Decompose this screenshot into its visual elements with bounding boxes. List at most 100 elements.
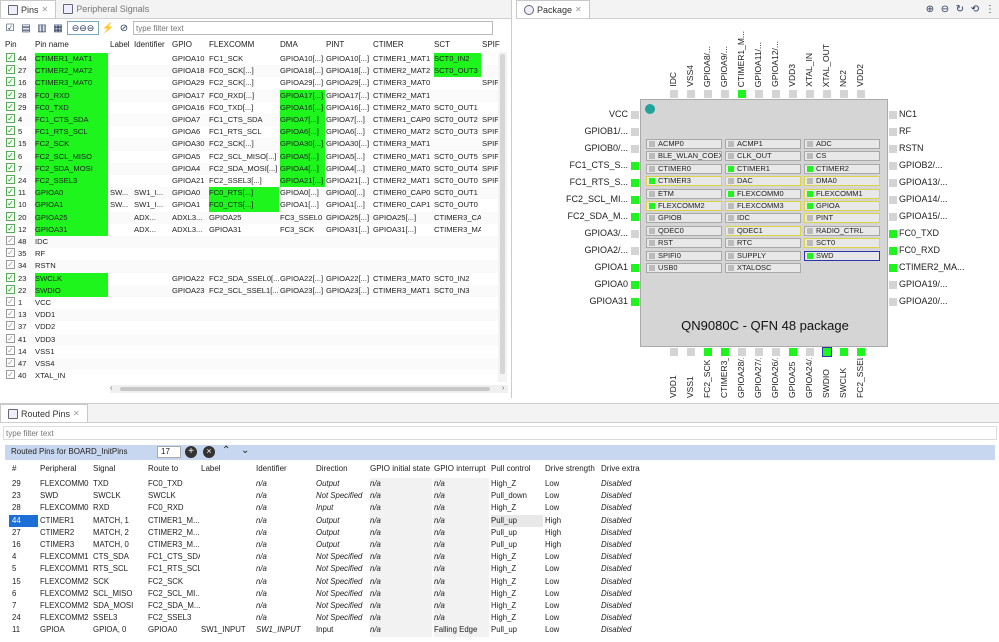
- pkg-left-pin[interactable]: [631, 264, 639, 272]
- routed-cell[interactable]: n/a: [434, 502, 489, 515]
- route-checkbox[interactable]: ✓: [6, 284, 15, 294]
- route-checkbox[interactable]: ✓: [6, 297, 15, 306]
- routed-cell[interactable]: SCK: [93, 576, 110, 586]
- routed-cell[interactable]: SW1_INPUT: [201, 625, 246, 635]
- route-checkbox[interactable]: ✓: [6, 309, 15, 319]
- route-checkbox[interactable]: ✓: [6, 272, 15, 282]
- tab-package[interactable]: Package ✕: [516, 0, 590, 18]
- routed-row[interactable]: 16 CTIMER3 MATCH, 0 CTIMER3_M... n/a Output n/…: [0, 539, 999, 552]
- routed-cell[interactable]: Pull_down: [491, 491, 527, 501]
- pins-row[interactable]: ✓ 35 RF: [0, 248, 508, 260]
- routed-cell[interactable]: Low: [545, 601, 560, 610]
- pkg-right-pin[interactable]: [889, 111, 897, 119]
- pkg-right-pin-label[interactable]: RF: [899, 126, 911, 136]
- routed-cell[interactable]: Pull_up: [491, 527, 518, 537]
- chip-peripheral-cell[interactable]: GPIOA: [804, 201, 880, 211]
- routed-cell[interactable]: CTIMER2: [40, 527, 75, 537]
- routed-row[interactable]: 4 FLEXCOMM1 CTS_SDA FC1_CTS_SDA n/a Not Speci…: [0, 551, 999, 564]
- pkg-top-pin-label[interactable]: XTAL_IN: [804, 53, 814, 87]
- routed-row[interactable]: 28 FLEXCOMM0 RXD FC0_RXD n/a Input n/a n/a High_…: [0, 502, 999, 515]
- routed-cell[interactable]: n/a: [370, 502, 432, 515]
- chip-peripheral-cell[interactable]: CTIMER0: [646, 163, 722, 174]
- pkg-left-pin[interactable]: [631, 230, 639, 238]
- pkg-bottom-pin[interactable]: [789, 348, 797, 356]
- routed-cell[interactable]: n/a: [370, 563, 432, 576]
- routed-cell[interactable]: Output: [316, 515, 340, 525]
- pkg-left-pin[interactable]: [631, 145, 639, 153]
- link-icon[interactable]: ⊖⊖⊖: [67, 21, 99, 35]
- rcol-identifier[interactable]: Identifier: [256, 464, 287, 473]
- routed-cell[interactable]: Pull_up: [491, 625, 518, 635]
- routed-cell[interactable]: High: [545, 527, 562, 537]
- routed-cell[interactable]: n/a: [256, 515, 267, 525]
- routed-cell[interactable]: n/a: [434, 478, 489, 491]
- pins-row[interactable]: ✓ 40 XTAL_IN: [0, 370, 508, 382]
- routed-cell[interactable]: Not Specified: [316, 491, 363, 501]
- pkg-right-pin[interactable]: [889, 247, 897, 255]
- pkg-top-pin-label[interactable]: GPIOA8/...: [702, 45, 712, 87]
- routed-filter-input[interactable]: [3, 426, 997, 440]
- pins-row[interactable]: ✓ 41 VDD3: [0, 333, 508, 346]
- pkg-bottom-pin-label[interactable]: VDD1: [668, 375, 678, 398]
- routed-cell[interactable]: Low: [545, 552, 560, 562]
- routed-cell[interactable]: Not Specified: [316, 613, 363, 623]
- routed-cell[interactable]: Disabled: [601, 601, 632, 610]
- pkg-right-pin-label[interactable]: FC0_TXD: [899, 228, 940, 238]
- pkg-top-pin-label[interactable]: GPIOA9/...: [719, 45, 729, 87]
- pkg-bottom-pin-label[interactable]: FC2_SCK: [702, 359, 712, 398]
- col-gpio[interactable]: GPIO: [172, 40, 193, 49]
- routed-cell[interactable]: RTS_SCL: [93, 564, 128, 574]
- routed-cell[interactable]: CTIMER1: [40, 515, 75, 525]
- routed-cell[interactable]: n/a: [434, 600, 489, 613]
- routed-cell[interactable]: Not Specified: [316, 564, 363, 574]
- chip-peripheral-cell[interactable]: ADC: [804, 139, 880, 149]
- routed-cell[interactable]: SDA_MOSI: [93, 601, 134, 610]
- routed-cell[interactable]: FLEXCOMM2: [40, 576, 89, 586]
- routed-cell[interactable]: Disabled: [601, 564, 632, 574]
- pins-row[interactable]: ✓ 4 FC1_CTS_SDA GPIOA7 FC1_CTS_SDA GPIOA7[...…: [0, 114, 508, 127]
- routed-cell[interactable]: High_Z: [491, 479, 517, 488]
- routed-cell[interactable]: Disabled: [601, 479, 632, 488]
- routed-cell[interactable]: n/a: [370, 539, 432, 552]
- pins-row[interactable]: ✓ 10 GPIOA1 SW... SW1_I... GPIOA1 FC0_CTS[...]…: [0, 199, 508, 212]
- vscroll-thumb[interactable]: [500, 54, 505, 374]
- routed-cell[interactable]: Low: [545, 613, 560, 623]
- route-checkbox[interactable]: ✓: [6, 114, 15, 123]
- routed-cell[interactable]: n/a: [370, 514, 432, 527]
- move-up-icon[interactable]: ⌃: [222, 445, 231, 456]
- routed-cell[interactable]: SSEL3: [93, 613, 118, 623]
- route-checkbox[interactable]: ✓: [6, 175, 15, 184]
- pkg-right-pin-label[interactable]: RSTN: [899, 143, 924, 153]
- pkg-bottom-pin[interactable]: [721, 348, 729, 356]
- route-checkbox[interactable]: ✓: [6, 53, 15, 62]
- routed-cell[interactable]: Not Specified: [316, 552, 363, 562]
- route-checkbox[interactable]: ✓: [6, 138, 15, 148]
- pkg-bottom-pin-label[interactable]: FC2_SSEL3: [855, 358, 865, 398]
- rcol-drive-strength[interactable]: Drive strength: [545, 464, 595, 473]
- show-routed-icon[interactable]: ▤: [21, 22, 31, 34]
- lightning-icon[interactable]: ⚡: [101, 22, 115, 34]
- pkg-bottom-pin-label[interactable]: CTIMER3_M...: [719, 358, 729, 398]
- clear-icon[interactable]: ⊘: [119, 22, 129, 34]
- pkg-right-pin-label[interactable]: GPIOA15/...: [899, 211, 948, 221]
- add-row-icon[interactable]: +: [185, 446, 197, 458]
- pkg-left-pin-label[interactable]: GPIOA2/...: [584, 245, 628, 255]
- pkg-right-pin-label[interactable]: GPIOA20/...: [899, 296, 948, 306]
- routed-cell[interactable]: MATCH, 0: [93, 540, 129, 549]
- routed-cell[interactable]: Low: [545, 576, 560, 586]
- chip-peripheral-cell[interactable]: DAC: [725, 176, 801, 187]
- pkg-left-pin[interactable]: [631, 179, 639, 187]
- routed-row[interactable]: 15 FLEXCOMM2 SCK FC2_SCK n/a Not Specified n/a…: [0, 575, 999, 588]
- chip-peripheral-cell[interactable]: DMA0: [804, 176, 880, 187]
- pkg-right-pin[interactable]: [889, 213, 897, 221]
- chip-peripheral-cell[interactable]: CTIMER1: [725, 163, 801, 174]
- pkg-left-pin-label[interactable]: GPIOA1: [594, 262, 628, 272]
- routed-cell[interactable]: CTIMER3: [40, 540, 75, 549]
- rcol-drive-extra[interactable]: Drive extra: [601, 464, 640, 473]
- routed-cell[interactable]: Low: [545, 479, 560, 488]
- pins-vscrollbar[interactable]: [498, 52, 507, 382]
- pkg-bottom-pin-label[interactable]: SWCLK: [838, 367, 848, 398]
- routed-cell[interactable]: High: [545, 540, 562, 549]
- rcol-gpio-interrupt[interactable]: GPIO interrupt: [434, 464, 486, 473]
- routed-cell[interactable]: GPIOA, 0: [93, 625, 127, 635]
